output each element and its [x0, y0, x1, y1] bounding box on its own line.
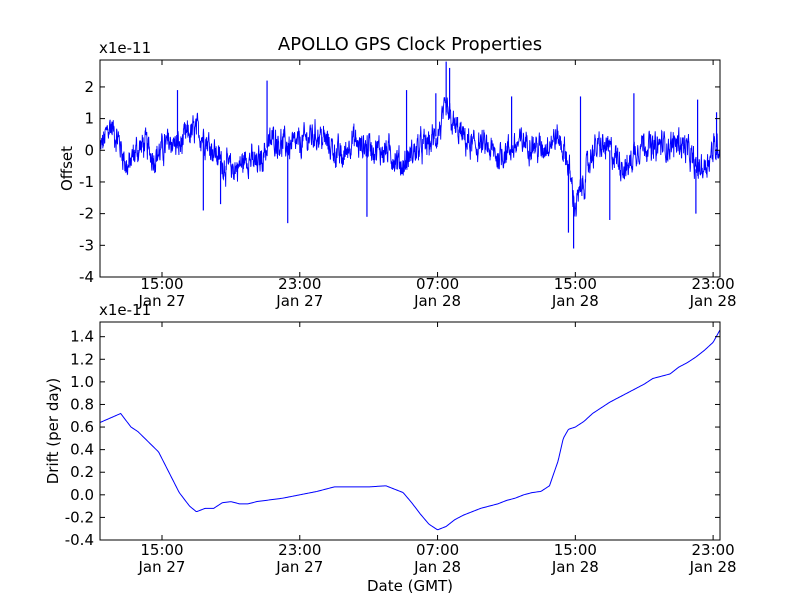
- drift-x-tick-time: 15:00: [140, 541, 183, 559]
- drift-x-tick-time: 15:00: [554, 541, 597, 559]
- drift-x-tick-time: 07:00: [416, 541, 459, 559]
- offset-y-tick-label: -3: [79, 236, 94, 254]
- offset-x-tick-time: 15:00: [554, 275, 597, 293]
- offset-y-tick-label: -1: [79, 173, 94, 191]
- offset-x-tick-date: Jan 28: [413, 292, 461, 310]
- drift-y-tick-label: 0.8: [70, 395, 94, 413]
- x-axis-label: Date (GMT): [367, 577, 453, 595]
- drift-x-tick-time: 23:00: [691, 541, 734, 559]
- offset-y-tick-label: -4: [79, 268, 94, 286]
- offset-y-tick-label: 1: [84, 110, 94, 128]
- drift-y-tick-label: 1.2: [70, 350, 94, 368]
- drift-x-tick-date: Jan 28: [413, 558, 461, 576]
- drift-x-tick-date: Jan 28: [551, 558, 599, 576]
- drift-plot-frame: [99, 321, 721, 541]
- drift-y-tick-label: 0.6: [70, 418, 94, 436]
- chart-title: APOLLO GPS Clock Properties: [278, 34, 542, 55]
- offset-plot-frame: [99, 59, 721, 278]
- drift-series-line: [100, 329, 720, 531]
- offset-x-tick-date: Jan 27: [275, 292, 323, 310]
- drift-scale-label: x1e-11: [99, 301, 151, 319]
- offset-y-axis-label: Offset: [58, 146, 76, 191]
- drift-y-axis-label: Drift (per day): [44, 378, 62, 485]
- drift-y-tick-label: 0.0: [70, 486, 94, 504]
- drift-y-tick-label: -0.4: [65, 531, 94, 549]
- offset-x-tick-time: 23:00: [691, 275, 734, 293]
- drift-y-tick-label: 1.4: [70, 328, 94, 346]
- drift-y-tick-label: 0.2: [70, 463, 94, 481]
- drift-x-tick-date: Jan 27: [138, 558, 186, 576]
- offset-x-tick-time: 15:00: [140, 275, 183, 293]
- drift-x-tick-time: 23:00: [278, 541, 321, 559]
- offset-x-tick-date: Jan 28: [551, 292, 599, 310]
- offset-x-tick-date: Jan 27: [138, 292, 186, 310]
- drift-y-tick-label: 0.4: [70, 441, 94, 459]
- offset-x-tick-time: 23:00: [278, 275, 321, 293]
- drift-y-tick-label: -0.2: [65, 508, 94, 526]
- offset-scale-label: x1e-11: [99, 39, 151, 57]
- drift-x-tick-date: Jan 28: [689, 558, 737, 576]
- offset-y-tick-label: 0: [84, 141, 94, 159]
- offset-x-tick-time: 07:00: [416, 275, 459, 293]
- offset-y-tick-label: 2: [84, 78, 94, 96]
- drift-panel: -0.4-0.20.00.20.40.60.81.01.21.415:00Jan…: [44, 301, 737, 595]
- drift-x-tick-date: Jan 27: [275, 558, 323, 576]
- drift-y-tick-label: 1.0: [70, 373, 94, 391]
- offset-series-line: [100, 97, 720, 217]
- offset-y-tick-label: -2: [79, 205, 94, 223]
- offset-x-tick-date: Jan 28: [689, 292, 737, 310]
